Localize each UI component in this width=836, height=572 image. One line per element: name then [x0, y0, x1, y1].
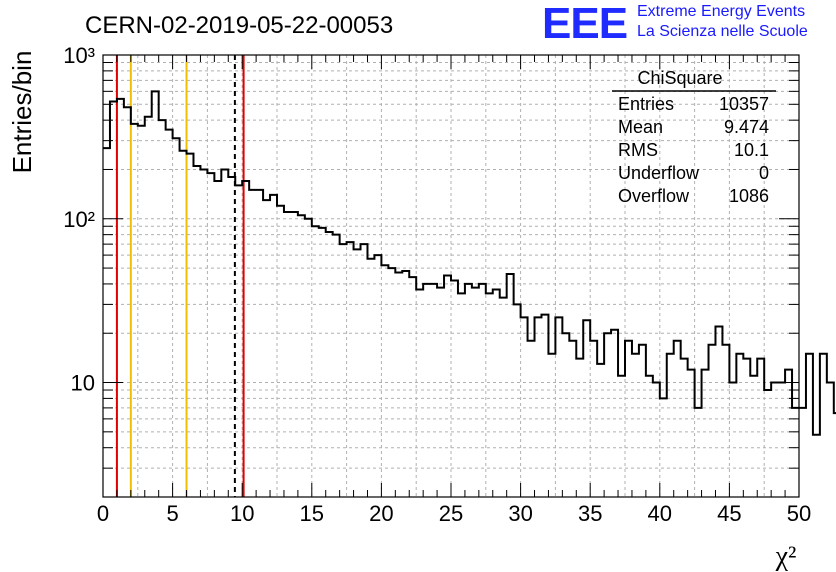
logo-line-2: La Scienza nelle Scuole: [637, 23, 808, 40]
y-axis-label: Entries/bin: [7, 51, 37, 174]
x-tick-label: 50: [787, 501, 811, 526]
x-tick-label: 25: [439, 501, 463, 526]
grid-lines: [103, 55, 799, 497]
stats-label: Mean: [618, 117, 663, 137]
histogram-series: [103, 90, 836, 436]
x-tick-label: 20: [369, 501, 393, 526]
y-tick-label: 10: [71, 371, 95, 396]
stats-label: Entries: [618, 94, 674, 114]
reference-lines: [115, 55, 245, 497]
y-tick-label: 10³: [63, 43, 95, 68]
x-axis-label: χ²: [775, 541, 797, 572]
stats-label: Underflow: [618, 163, 700, 183]
eee-logo: EEE Extreme Energy Events La Scienza nel…: [542, 0, 832, 48]
stats-title: ChiSquare: [637, 68, 722, 88]
eee-logo-mark: EEE: [542, 0, 628, 48]
x-tick-label: 45: [717, 501, 741, 526]
x-tick-label: 15: [300, 501, 324, 526]
chart-title: CERN-02-2019-05-22-00053: [85, 12, 393, 39]
y-tick-label: 10²: [63, 207, 95, 232]
x-tick-label: 30: [508, 501, 532, 526]
stats-value: 10.1: [734, 140, 769, 160]
stats-value: 1086: [729, 186, 769, 206]
stats-value: 0: [759, 163, 769, 183]
x-tick-label: 40: [648, 501, 672, 526]
x-tick-label: 35: [578, 501, 602, 526]
stats-label: Overflow: [618, 186, 690, 206]
x-tick-label: 0: [97, 501, 109, 526]
stats-value: 9.474: [724, 117, 769, 137]
stats-label: RMS: [618, 140, 658, 160]
x-axis: 0 5 10 15 20 25 30 35 40 45 50: [97, 55, 811, 526]
x-tick-label: 10: [230, 501, 254, 526]
stats-value: 10357: [719, 94, 769, 114]
y-axis: 10 10² 10³: [63, 43, 799, 498]
logo-line-1: Extreme Energy Events: [637, 3, 806, 20]
stats-box: ChiSquare Entries 10357 Mean 9.474 RMS 10.1 Un…: [612, 68, 776, 206]
x-tick-label: 5: [166, 501, 178, 526]
